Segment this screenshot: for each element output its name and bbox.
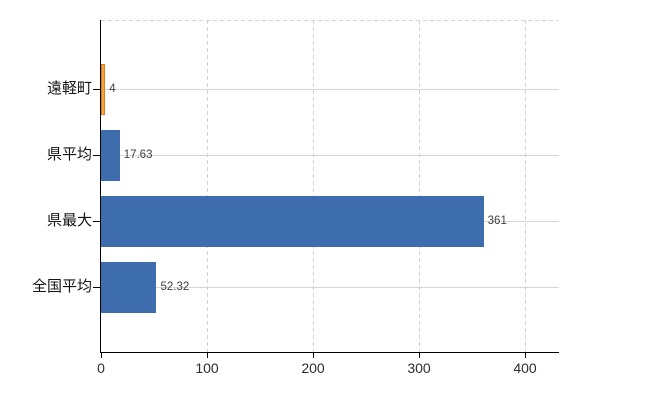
y-axis-line [100, 20, 101, 352]
bar-value-label: 361 [487, 215, 507, 227]
bar-value-label: 4 [109, 83, 116, 95]
bar [101, 195, 484, 247]
x-tick-label: 300 [407, 360, 431, 376]
gridline-vertical [419, 20, 420, 352]
gridline-horizontal [101, 89, 559, 90]
x-axis-tick [313, 352, 314, 358]
bar [101, 63, 106, 115]
gridline-vertical [313, 20, 314, 352]
gridline-vertical [525, 20, 526, 352]
x-axis-line [100, 352, 559, 353]
bar [101, 261, 157, 313]
x-tick-label: 200 [301, 360, 325, 376]
bar-value-label: 52.32 [160, 281, 190, 293]
gridline-vertical [207, 20, 208, 352]
gridline-top [101, 20, 559, 21]
x-tick-label: 0 [97, 360, 105, 376]
category-label: 県平均 [46, 146, 92, 163]
gridline-horizontal [101, 155, 559, 156]
x-tick-label: 400 [513, 360, 537, 376]
bar [101, 129, 120, 181]
x-axis-tick [207, 352, 208, 358]
x-axis-tick [525, 352, 526, 358]
x-tick-label: 100 [195, 360, 219, 376]
gridline-horizontal [101, 287, 559, 288]
category-label: 全国平均 [31, 278, 92, 295]
y-axis-tick [93, 221, 101, 222]
y-axis-tick [93, 155, 101, 156]
category-label: 遠軽町 [46, 80, 92, 97]
category-label: 県最大 [46, 212, 92, 229]
y-axis-tick [93, 89, 101, 90]
x-axis-tick [101, 352, 102, 358]
x-axis-tick [419, 352, 420, 358]
bar-value-label: 17.63 [123, 149, 153, 161]
y-axis-tick [93, 287, 101, 288]
